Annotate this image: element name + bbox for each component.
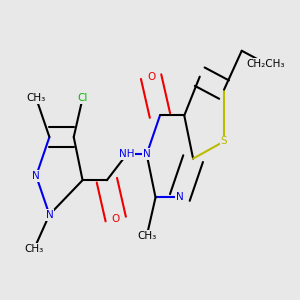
Text: O: O	[147, 72, 155, 82]
Text: CH₃: CH₃	[26, 93, 46, 103]
Text: CH₃: CH₃	[137, 231, 156, 241]
Text: N: N	[143, 149, 151, 159]
Text: O: O	[112, 214, 120, 224]
Text: Cl: Cl	[77, 93, 88, 103]
Text: S: S	[221, 136, 227, 146]
Text: NH: NH	[119, 149, 134, 159]
Text: CH₃: CH₃	[24, 244, 44, 254]
Text: N: N	[32, 171, 40, 181]
Text: N: N	[176, 193, 184, 202]
Text: N: N	[46, 210, 53, 220]
Text: CH₂CH₃: CH₂CH₃	[247, 59, 285, 69]
